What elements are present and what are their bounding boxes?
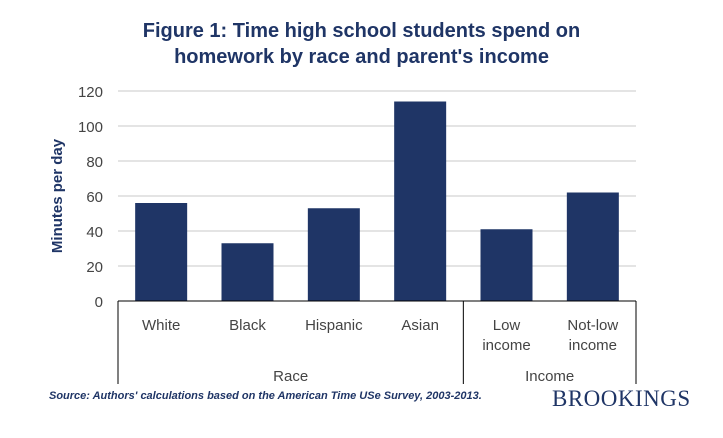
y-tick-label: 0 bbox=[95, 294, 103, 311]
bar-asian bbox=[394, 101, 447, 301]
brookings-logo: BROOKINGS bbox=[552, 386, 691, 411]
x-tick-label: Low bbox=[493, 317, 521, 334]
y-axis-label: Minutes per day bbox=[49, 138, 66, 253]
x-tick-label: Not-low bbox=[567, 317, 618, 334]
x-tick-label: Asian bbox=[401, 317, 439, 334]
x-tick-label: income bbox=[569, 337, 617, 354]
group-label: Income bbox=[525, 368, 574, 385]
group-label: Race bbox=[273, 368, 308, 385]
bar-hispanic bbox=[307, 208, 360, 301]
y-tick-label: 120 bbox=[78, 84, 103, 101]
bar-white bbox=[135, 203, 188, 301]
y-tick-label: 20 bbox=[86, 259, 103, 276]
bar-not-low-income bbox=[566, 192, 619, 301]
x-tick-label: income bbox=[482, 337, 530, 354]
chart-title-line-1: Figure 1: Time high school students spen… bbox=[142, 20, 581, 42]
x-tick-label: White bbox=[142, 317, 180, 334]
y-tick-label: 80 bbox=[86, 154, 103, 171]
y-tick-label: 60 bbox=[86, 189, 103, 206]
y-tick-label: 40 bbox=[86, 224, 103, 241]
chart-title-line-2: homework by race and parent's income bbox=[174, 46, 549, 68]
y-tick-label: 100 bbox=[78, 119, 103, 136]
source-note: Source: Authors' calculations based on t… bbox=[49, 390, 482, 402]
x-tick-label: Black bbox=[229, 317, 266, 334]
bar-low-income bbox=[480, 229, 533, 301]
x-tick-label: Hispanic bbox=[305, 317, 363, 334]
bar-black bbox=[221, 243, 274, 301]
